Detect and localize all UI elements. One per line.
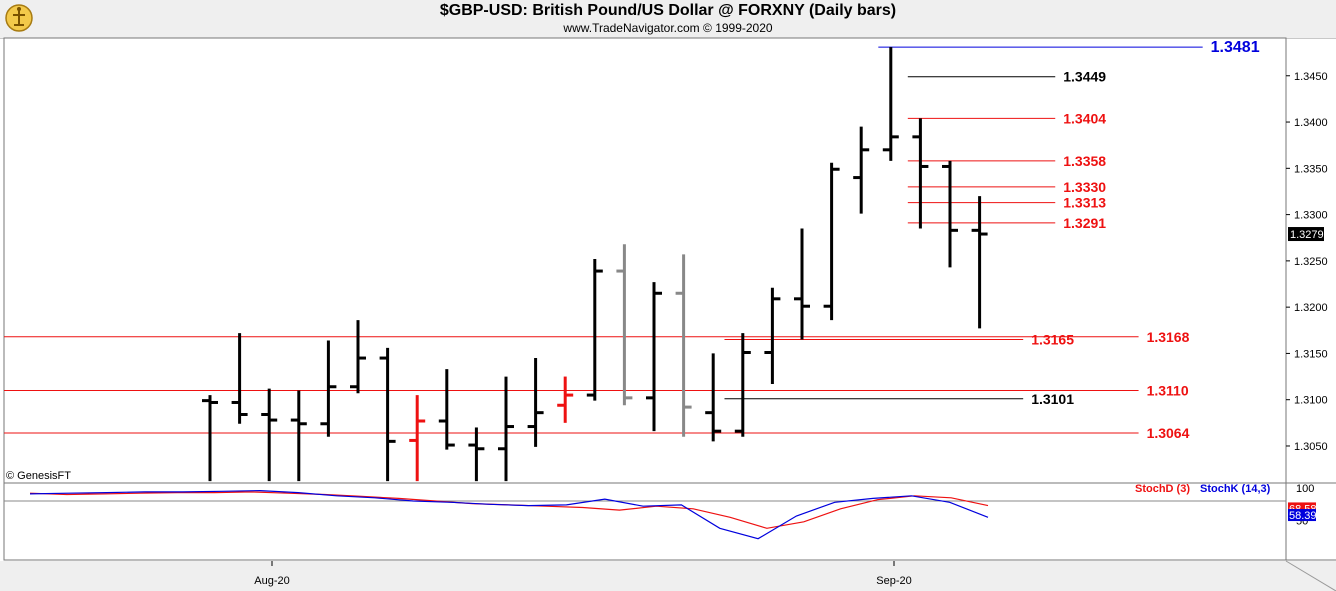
date-tick-label: Sep-20 [876, 575, 911, 587]
last-price-label: 1.3279 [1290, 229, 1324, 241]
ohlc-bar [468, 427, 485, 482]
level-label: 1.3481 [1211, 39, 1260, 56]
copyright-text: © GenesisFT [6, 470, 71, 482]
price-bars [202, 47, 988, 482]
ohlc-bar [557, 376, 574, 423]
axis-corner [1285, 560, 1336, 591]
ohlc-bar [350, 320, 366, 394]
price-tick-label: 1.3350 [1294, 163, 1328, 175]
ohlc-bar [912, 118, 929, 229]
ohlc-bar [438, 369, 455, 450]
stoch-readout-box [1288, 509, 1316, 522]
level-label: 1.3165 [1031, 332, 1074, 348]
ohlc-bar [823, 162, 840, 321]
level-label: 1.3110 [1147, 382, 1189, 398]
ohlc-bar [498, 376, 514, 482]
price-tick-label: 1.3300 [1294, 210, 1328, 222]
ohlc-bar [734, 333, 751, 437]
ohlc-bar [586, 259, 603, 401]
price-tick-label: 1.3050 [1294, 441, 1328, 453]
stoch-readout-label: 58.39 [1289, 510, 1317, 522]
level-label: 1.3358 [1063, 153, 1106, 169]
chart-title: $GBP-USD: British Pound/US Dollar @ FORX… [439, 2, 897, 19]
ohlc-bar [290, 390, 307, 482]
ohlc-bar [794, 228, 810, 340]
price-tick-label: 1.3150 [1294, 348, 1328, 360]
ohlc-bar [646, 282, 662, 432]
level-label: 1.3330 [1063, 179, 1106, 195]
ohlc-bar [320, 340, 337, 437]
ohlc-bar [675, 254, 692, 437]
chart-subtitle: www.TradeNavigator.com © 1999-2020 [563, 21, 773, 35]
price-tick-label: 1.3200 [1294, 302, 1328, 314]
stoch-legend-k: StochK (14,3) [1200, 483, 1271, 495]
chart-frame [0, 37, 1336, 591]
price-tick-label: 1.3100 [1294, 395, 1328, 407]
level-label: 1.3101 [1031, 391, 1074, 407]
ohlc-bar [705, 353, 722, 442]
ohlc-bar [409, 395, 426, 482]
ohlc-bar [882, 47, 899, 161]
trade-navigator-logo-icon [4, 3, 34, 38]
ohlc-bar [764, 287, 781, 384]
price-tick-label: 1.3250 [1294, 256, 1328, 268]
ohlc-bar [971, 196, 988, 329]
date-axis-band [0, 561, 1336, 591]
stoch-legend-d: StochD (3) [1135, 483, 1190, 495]
ohlc-bar [527, 358, 544, 447]
plot-area [3, 37, 1287, 561]
ohlc-bar [942, 160, 958, 268]
ohlc-bar [261, 388, 278, 482]
ohlc-bar [231, 333, 248, 424]
stoch-tick-label: 100 [1296, 483, 1314, 495]
ohlc-bar [853, 126, 870, 214]
ohlc-bar [616, 244, 633, 406]
level-label: 1.3064 [1147, 425, 1190, 441]
stoch-readout-box [1288, 502, 1316, 515]
level-label: 1.3449 [1063, 69, 1106, 85]
stoch-series-k [29, 489, 989, 540]
chart-header: $GBP-USD: British Pound/US Dollar @ FORX… [0, 0, 1336, 39]
ohlc-bar [379, 347, 396, 482]
date-axis: Aug-20 Sep-20 [254, 561, 912, 587]
level-label: 1.3168 [1147, 329, 1190, 345]
price-tick-label: 1.3400 [1294, 117, 1328, 129]
price-axis: 1.3050 1.3100 1.3150 1.3200 1.3250 1.3300 1.33… [1286, 71, 1328, 453]
ohlc-bar [202, 395, 218, 482]
last-price-box [1288, 227, 1324, 242]
level-label: 1.3404 [1063, 110, 1106, 126]
level-label: 1.3313 [1063, 195, 1106, 211]
price-tick-label: 1.3450 [1294, 71, 1328, 83]
level-label: 1.3291 [1063, 215, 1106, 231]
date-tick-label: Aug-20 [254, 575, 289, 587]
